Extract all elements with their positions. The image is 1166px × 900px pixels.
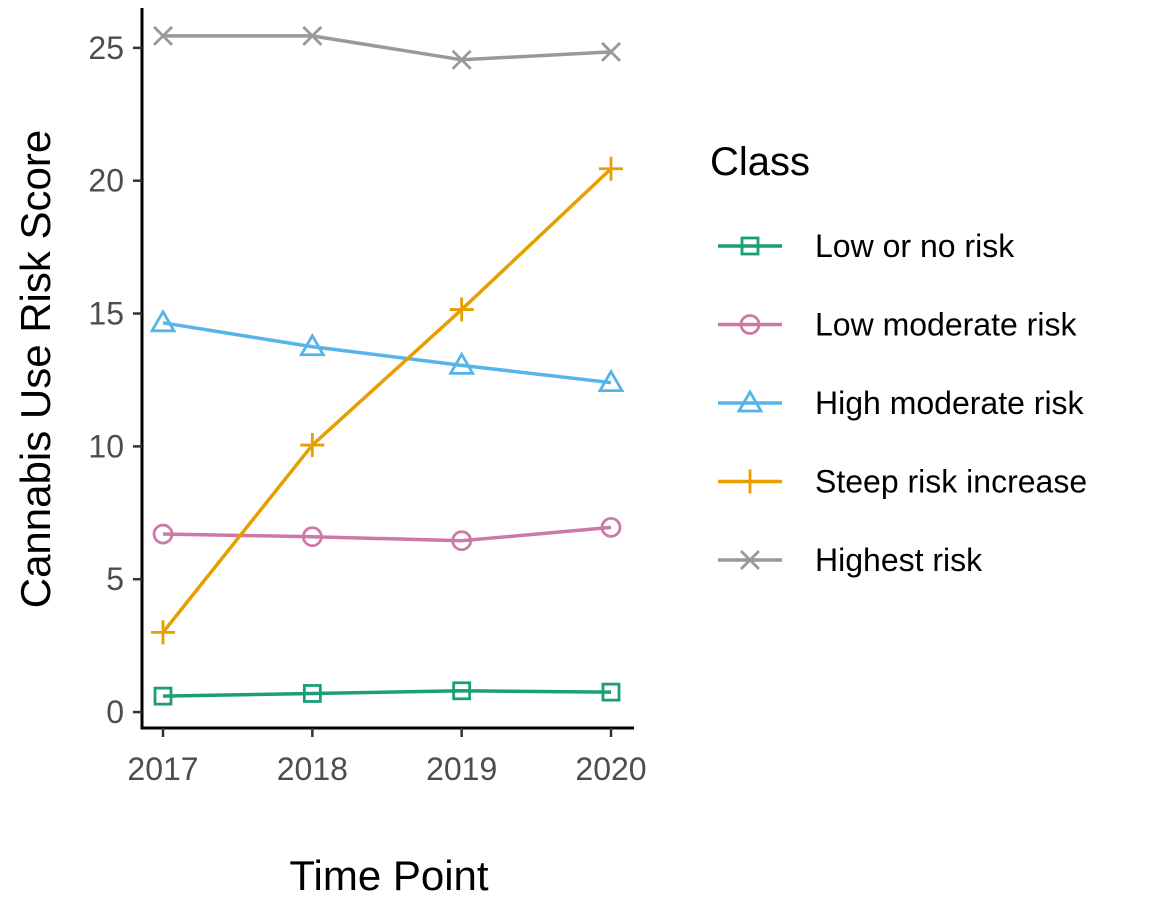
data-point-square bbox=[302, 684, 322, 703]
data-point-plus bbox=[599, 156, 623, 181]
axes bbox=[140, 8, 634, 730]
legend-item: Low moderate risk bbox=[718, 307, 1077, 343]
data-point-cross bbox=[153, 25, 173, 46]
x-ticks: 2017 2018 2019 2020 bbox=[127, 728, 647, 787]
data-point-circle bbox=[152, 523, 174, 545]
data-point-triangle bbox=[597, 368, 625, 393]
data-point-circle bbox=[451, 530, 473, 552]
data-point-plus bbox=[300, 433, 325, 458]
y-tick-label: 5 bbox=[106, 561, 124, 597]
data-point-cross bbox=[451, 49, 472, 70]
data-point-triangle bbox=[298, 332, 326, 357]
series-line bbox=[162, 321, 612, 385]
legend-title: Class bbox=[710, 140, 810, 184]
series-layer bbox=[149, 25, 625, 706]
data-point-plus bbox=[738, 469, 762, 494]
y-tick-label: 0 bbox=[106, 694, 124, 730]
series-low-moderate-risk bbox=[152, 517, 622, 552]
legend-label: Low or no risk bbox=[815, 228, 1015, 264]
data-point-plus bbox=[449, 297, 474, 322]
x-tick-label: 2017 bbox=[127, 751, 198, 787]
x-tick-label: 2020 bbox=[575, 751, 646, 787]
y-tick-label: 10 bbox=[88, 428, 124, 464]
legend-label: Low moderate risk bbox=[815, 307, 1077, 343]
data-point-square bbox=[601, 682, 621, 702]
series-line bbox=[163, 34, 612, 62]
data-point-circle bbox=[600, 517, 622, 538]
legend-item: Low or no risk bbox=[718, 228, 1015, 264]
legend-label: Highest risk bbox=[815, 542, 983, 578]
data-point-square bbox=[452, 681, 472, 701]
x-tick-label: 2019 bbox=[426, 751, 497, 787]
series-low-or-no-risk bbox=[153, 681, 621, 706]
series-high-moderate-risk bbox=[149, 309, 625, 393]
legend-label: High moderate risk bbox=[815, 385, 1085, 421]
y-ticks: 0 5 10 15 20 25 bbox=[88, 30, 142, 730]
data-point-circle bbox=[301, 526, 323, 548]
data-point-triangle bbox=[736, 389, 764, 413]
series-line bbox=[162, 525, 612, 543]
series-highest-risk bbox=[153, 25, 621, 70]
legend-items: Low or no risk Low moderate risk High mode… bbox=[718, 228, 1087, 578]
legend-item: Highest risk bbox=[718, 542, 983, 578]
data-point-cross bbox=[740, 550, 760, 570]
series-steep-risk-increase bbox=[151, 156, 623, 645]
x-axis-title: Time Point bbox=[289, 852, 489, 899]
series-line bbox=[162, 689, 612, 698]
data-point-square bbox=[153, 686, 173, 706]
data-point-triangle bbox=[149, 309, 177, 333]
data-point-square bbox=[740, 236, 760, 256]
data-point-circle bbox=[739, 314, 761, 335]
data-point-plus bbox=[151, 620, 175, 645]
y-axis-title: Cannabis Use Risk Score bbox=[12, 130, 59, 609]
y-tick-label: 15 bbox=[88, 296, 124, 332]
data-point-cross bbox=[302, 25, 323, 46]
y-tick-label: 25 bbox=[88, 30, 124, 66]
data-point-cross bbox=[601, 41, 621, 62]
legend-item: High moderate risk bbox=[718, 385, 1085, 421]
x-tick-label: 2018 bbox=[277, 751, 348, 787]
legend: Class Low or no risk Low moderate risk Hig… bbox=[710, 140, 1087, 578]
series-line bbox=[161, 167, 613, 634]
y-tick-label: 20 bbox=[88, 163, 124, 199]
legend-label: Steep risk increase bbox=[815, 464, 1087, 500]
legend-item: Steep risk increase bbox=[718, 464, 1087, 500]
data-point-triangle bbox=[448, 351, 476, 375]
